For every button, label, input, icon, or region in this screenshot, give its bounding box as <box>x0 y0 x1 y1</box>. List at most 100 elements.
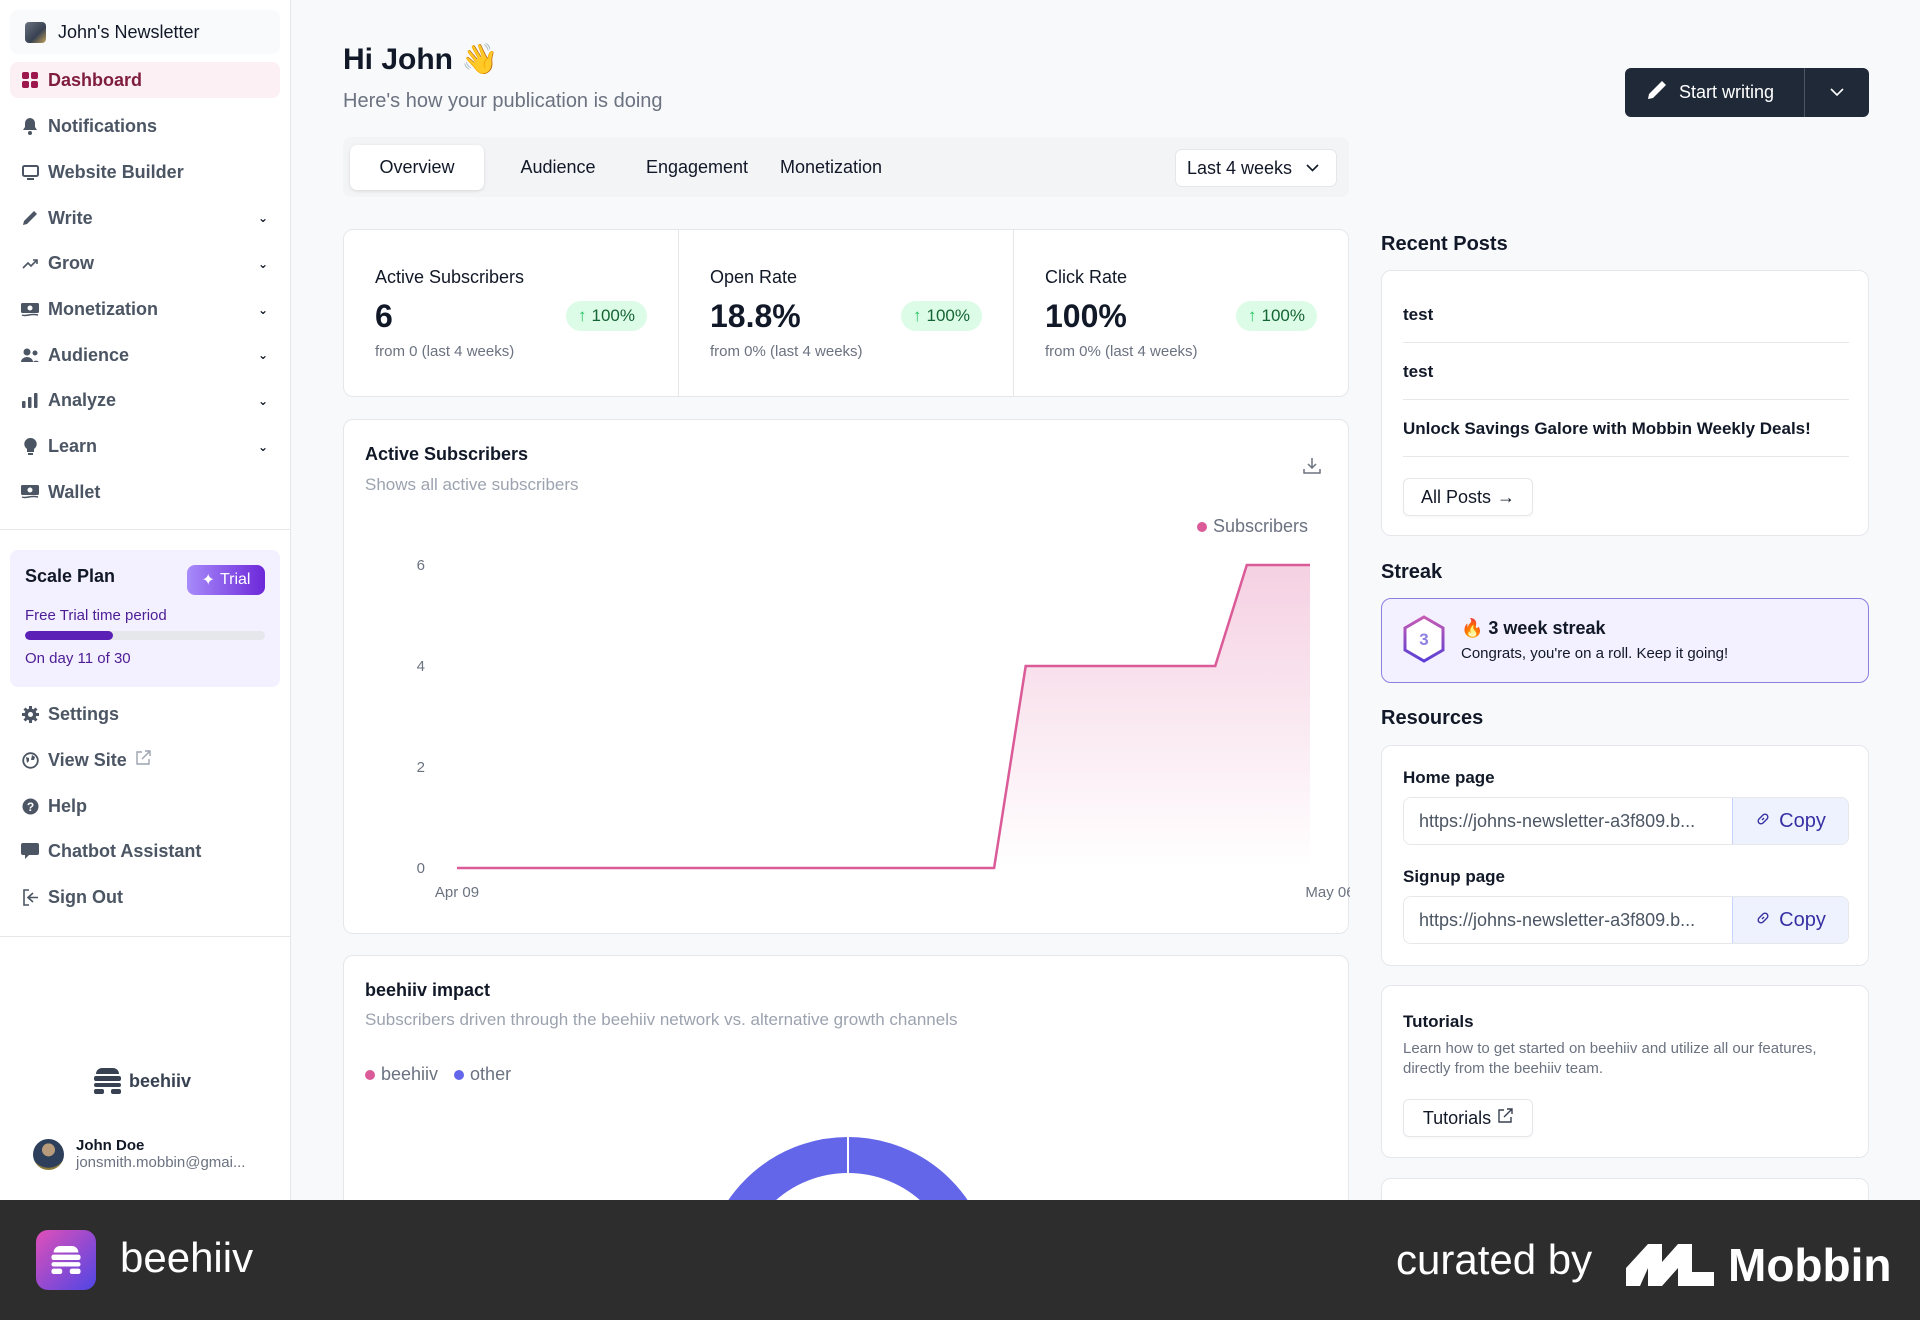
lightbulb-icon <box>21 437 39 456</box>
publication-switcher[interactable]: John's Newsletter <box>10 10 280 54</box>
sidebar: John's Newsletter Dashboard Notification… <box>0 0 291 1200</box>
sidebar-item-chatbot[interactable]: Chatbot Assistant <box>10 829 280 875</box>
secondary-nav: Settings View Site ? Help Chatbot Assist… <box>10 692 280 920</box>
home-page-label: Home page <box>1403 768 1495 787</box>
chevron-down-icon <box>1306 164 1319 172</box>
chart-legend: Subscribers <box>1196 516 1308 537</box>
post-item[interactable]: test <box>1403 305 1434 324</box>
tutorials-button[interactable]: Tutorials <box>1403 1099 1533 1137</box>
post-item[interactable]: test <box>1403 362 1434 381</box>
post-divider <box>1403 342 1849 343</box>
chevron-down-icon[interactable]: ⌄ <box>257 302 268 317</box>
wave-emoji: 👋 <box>461 43 499 76</box>
sidebar-item-label: Help <box>48 795 88 816</box>
tab-monetization[interactable]: Monetization <box>779 157 883 177</box>
sign-out-icon <box>21 889 39 907</box>
sidebar-item-analyze[interactable]: Analyze ⌄ <box>10 378 280 424</box>
sidebar-item-view-site[interactable]: View Site <box>10 738 280 784</box>
signup-page-url[interactable]: https://johns-newsletter-a3f809.b... <box>1404 897 1732 943</box>
sidebar-item-audience[interactable]: Audience ⌄ <box>10 332 280 378</box>
sidebar-item-wallet[interactable]: Wallet <box>10 470 280 516</box>
signup-page-url-field: https://johns-newsletter-a3f809.b... Cop… <box>1403 896 1849 944</box>
attribution-footer: beehiiv curated by Mobbin <box>0 1200 1920 1320</box>
subscribers-area-chart: 0 2 4 6 Apr 09 May 06 <box>417 557 1350 901</box>
chevron-down-icon[interactable]: ⌄ <box>257 348 268 363</box>
chevron-down-icon <box>1830 88 1844 97</box>
all-posts-button[interactable]: All Posts → <box>1403 478 1533 516</box>
tab-overview[interactable]: Overview <box>350 145 484 190</box>
signup-page-label: Signup page <box>1403 867 1505 886</box>
link-icon <box>1755 909 1771 932</box>
trial-progress-fill <box>25 631 114 640</box>
legend-dot <box>1196 521 1207 532</box>
dashboard-grid-icon <box>21 71 39 89</box>
sidebar-item-write[interactable]: Write ⌄ <box>10 195 280 241</box>
pencil-icon <box>21 209 39 227</box>
chevron-down-icon[interactable]: ⌄ <box>257 393 268 408</box>
help-circle-icon: ? <box>21 797 39 815</box>
chevron-down-icon[interactable]: ⌄ <box>257 439 268 454</box>
sidebar-item-learn[interactable]: Learn ⌄ <box>10 424 280 470</box>
legend-label: other <box>470 1064 512 1084</box>
date-range-select[interactable]: Last 4 weeks <box>1175 149 1337 187</box>
pencil-icon <box>1647 80 1667 105</box>
stat-open-rate: Open Rate 18.8% from 0% (last 4 weeks) ↑… <box>679 230 1014 396</box>
sidebar-item-label: Audience <box>48 344 130 365</box>
plan-title: Scale Plan <box>25 566 116 586</box>
publication-name: John's Newsletter <box>58 21 200 42</box>
brand-name: beehiiv <box>129 1070 192 1091</box>
sidebar-item-notifications[interactable]: Notifications <box>10 104 280 150</box>
chevron-down-icon[interactable]: ⌄ <box>257 211 268 226</box>
plan-card[interactable]: Scale Plan ✦ Trial Free Trial time perio… <box>10 550 280 687</box>
bell-icon <box>21 118 39 136</box>
copy-signup-url-button[interactable]: Copy <box>1732 897 1848 943</box>
stat-label: Open Rate <box>710 267 798 287</box>
tab-engagement[interactable]: Engagement <box>645 157 749 177</box>
monitor-icon <box>21 164 39 182</box>
recent-posts-card: test test Unlock Savings Galore with Mob… <box>1381 270 1869 536</box>
tutorials-description: Learn how to get started on beehiiv and … <box>1403 1040 1817 1077</box>
home-page-url-field: https://johns-newsletter-a3f809.b... Cop… <box>1403 797 1849 845</box>
arrow-right-icon: → <box>1497 486 1516 507</box>
svg-text:6: 6 <box>417 557 425 574</box>
start-writing-dropdown-button[interactable] <box>1805 88 1869 97</box>
trial-day-label: On day 11 of 30 <box>25 650 131 667</box>
chat-bubble-icon <box>21 843 39 861</box>
sidebar-item-website-builder[interactable]: Website Builder <box>10 150 280 196</box>
impact-legend: beehiiv other <box>365 1064 511 1085</box>
sparkles-icon: ✦ <box>201 572 215 589</box>
sidebar-item-settings[interactable]: Settings <box>10 692 280 738</box>
trial-badge[interactable]: ✦ Trial <box>187 565 265 595</box>
sidebar-item-monetization[interactable]: Monetization ⌄ <box>10 287 280 333</box>
chevron-down-icon[interactable]: ⌄ <box>257 256 268 271</box>
post-item[interactable]: Unlock Savings Galore with Mobbin Weekly… <box>1403 419 1811 438</box>
streak-message: Congrats, you're on a roll. Keep it goin… <box>1461 645 1729 662</box>
streak-hexagon-icon: 3 <box>1403 615 1445 663</box>
stat-label: Click Rate <box>1045 267 1128 287</box>
tab-audience[interactable]: Audience <box>520 157 596 177</box>
impact-title: beehiiv impact <box>365 980 491 1000</box>
footer-app-name: beehiiv <box>120 1234 254 1281</box>
active-subscribers-chart-card: Active Subscribers Shows all active subs… <box>343 419 1350 934</box>
sidebar-item-help[interactable]: ? Help <box>10 783 280 829</box>
sidebar-item-sign-out[interactable]: Sign Out <box>10 875 280 921</box>
stat-from: from 0% (last 4 weeks) <box>710 343 863 360</box>
user-profile[interactable]: John Doe jonsmith.mobbin@gmai... <box>33 1137 245 1171</box>
copy-home-url-button[interactable]: Copy <box>1732 798 1848 844</box>
sidebar-item-label: Sign Out <box>48 887 123 908</box>
stat-value: 100% <box>1045 298 1127 334</box>
home-page-url[interactable]: https://johns-newsletter-a3f809.b... <box>1404 798 1732 844</box>
sidebar-item-dashboard[interactable]: Dashboard <box>10 62 280 98</box>
sidebar-item-grow[interactable]: Grow ⌄ <box>10 241 280 287</box>
trial-label: Trial <box>219 571 251 588</box>
sidebar-item-label: Notifications <box>48 116 158 137</box>
wallet-icon <box>21 483 39 501</box>
beehiiv-app-icon <box>36 1230 96 1290</box>
stat-click-rate: Click Rate 100% from 0% (last 4 weeks) ↑… <box>1014 230 1348 396</box>
download-icon[interactable] <box>1303 457 1321 480</box>
plan-subtitle: Free Trial time period <box>25 607 167 624</box>
start-writing-button[interactable]: Start writing <box>1625 68 1805 117</box>
start-writing-label: Start writing <box>1679 82 1775 102</box>
arrow-up-icon: ↑ <box>578 306 587 325</box>
impact-donut-chart <box>705 1135 991 1256</box>
